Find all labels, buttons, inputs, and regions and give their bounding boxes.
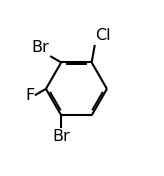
Text: Cl: Cl [95,28,111,43]
Text: Br: Br [32,40,50,55]
Text: F: F [25,88,34,103]
Text: Br: Br [52,129,70,144]
